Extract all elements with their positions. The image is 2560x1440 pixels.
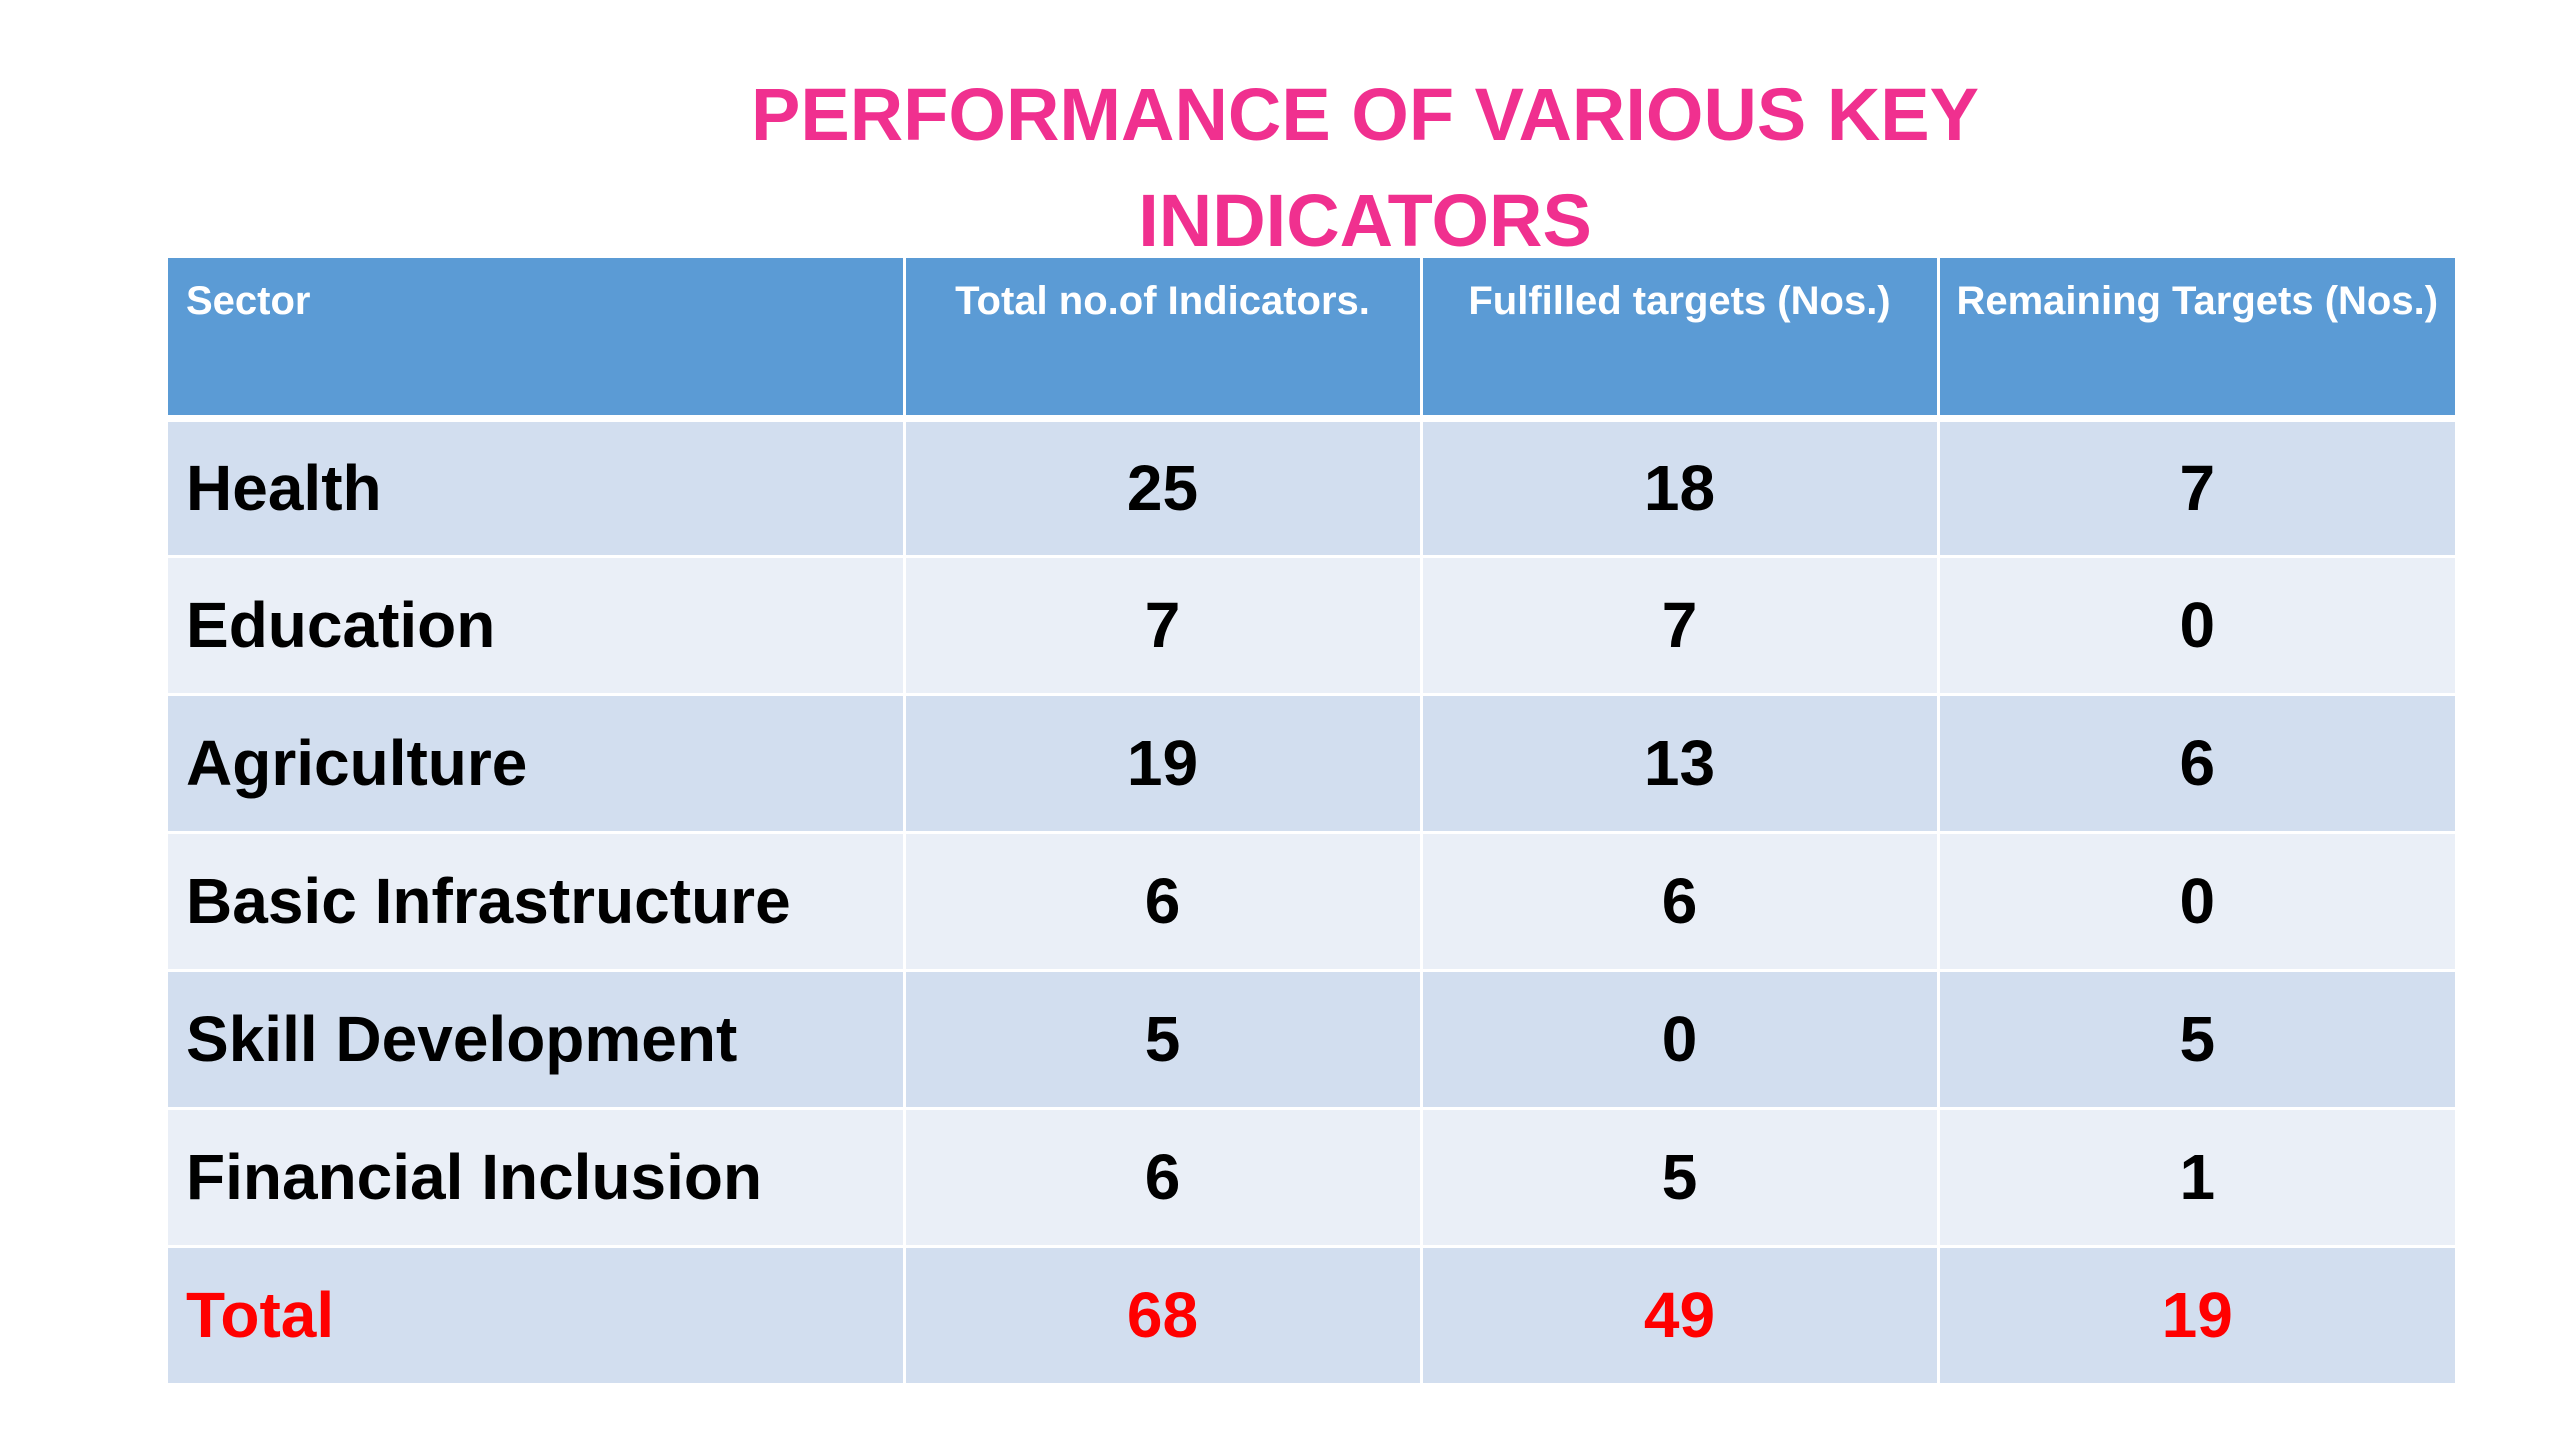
cell-sector: Health [168, 418, 906, 558]
indicators-table: Sector Total no.of Indicators. Fulfilled… [168, 258, 2455, 1386]
cell-sector: Agriculture [168, 694, 906, 834]
table-row: Financial Inclusion 6 5 1 [168, 1108, 2455, 1248]
cell-remaining: 0 [1938, 556, 2455, 696]
header-sector: Sector [168, 258, 906, 422]
table-row: Agriculture 19 13 6 [168, 694, 2455, 834]
header-fulfilled-targets: Fulfilled targets (Nos.) [1421, 258, 1940, 422]
cell-sector: Financial Inclusion [168, 1108, 906, 1248]
cell-fulfilled: 6 [1421, 832, 1940, 972]
header-total-indicators: Total no.of Indicators. [904, 258, 1423, 422]
table-body: Health 25 18 7 Education 7 7 0 Agricultu… [168, 418, 2455, 1386]
total-indicators: 68 [904, 1246, 1423, 1386]
table-header: Sector Total no.of Indicators. Fulfilled… [168, 258, 2455, 422]
cell-fulfilled: 18 [1421, 418, 1940, 558]
total-fulfilled: 49 [1421, 1246, 1940, 1386]
cell-remaining: 1 [1938, 1108, 2455, 1248]
table-header-row: Sector Total no.of Indicators. Fulfilled… [168, 258, 2455, 422]
cell-fulfilled: 7 [1421, 556, 1940, 696]
slide-title-line-1: PERFORMANCE OF VARIOUS KEY [751, 73, 1979, 156]
cell-fulfilled: 5 [1421, 1108, 1940, 1248]
cell-total: 7 [904, 556, 1423, 696]
cell-fulfilled: 0 [1421, 970, 1940, 1110]
table-total-row: Total 68 49 19 [168, 1246, 2455, 1386]
cell-total: 6 [904, 1108, 1423, 1248]
total-remaining: 19 [1938, 1246, 2455, 1386]
table-row: Skill Development 5 0 5 [168, 970, 2455, 1110]
slide-title-line-2: INDICATORS [1138, 179, 1592, 262]
cell-fulfilled: 13 [1421, 694, 1940, 834]
cell-sector: Basic Infrastructure [168, 832, 906, 972]
table-row: Basic Infrastructure 6 6 0 [168, 832, 2455, 972]
cell-total: 19 [904, 694, 1423, 834]
cell-total: 6 [904, 832, 1423, 972]
cell-remaining: 5 [1938, 970, 2455, 1110]
cell-remaining: 6 [1938, 694, 2455, 834]
table-row: Health 25 18 7 [168, 418, 2455, 558]
cell-sector: Skill Development [168, 970, 906, 1110]
cell-sector: Education [168, 556, 906, 696]
header-remaining-targets: Remaining Targets (Nos.) [1938, 258, 2455, 422]
slide-title: PERFORMANCE OF VARIOUS KEY INDICATORS [0, 62, 2560, 274]
cell-total: 5 [904, 970, 1423, 1110]
cell-remaining: 7 [1938, 418, 2455, 558]
cell-total: 25 [904, 418, 1423, 558]
table-row: Education 7 7 0 [168, 556, 2455, 696]
total-label: Total [168, 1246, 906, 1386]
cell-remaining: 0 [1938, 832, 2455, 972]
